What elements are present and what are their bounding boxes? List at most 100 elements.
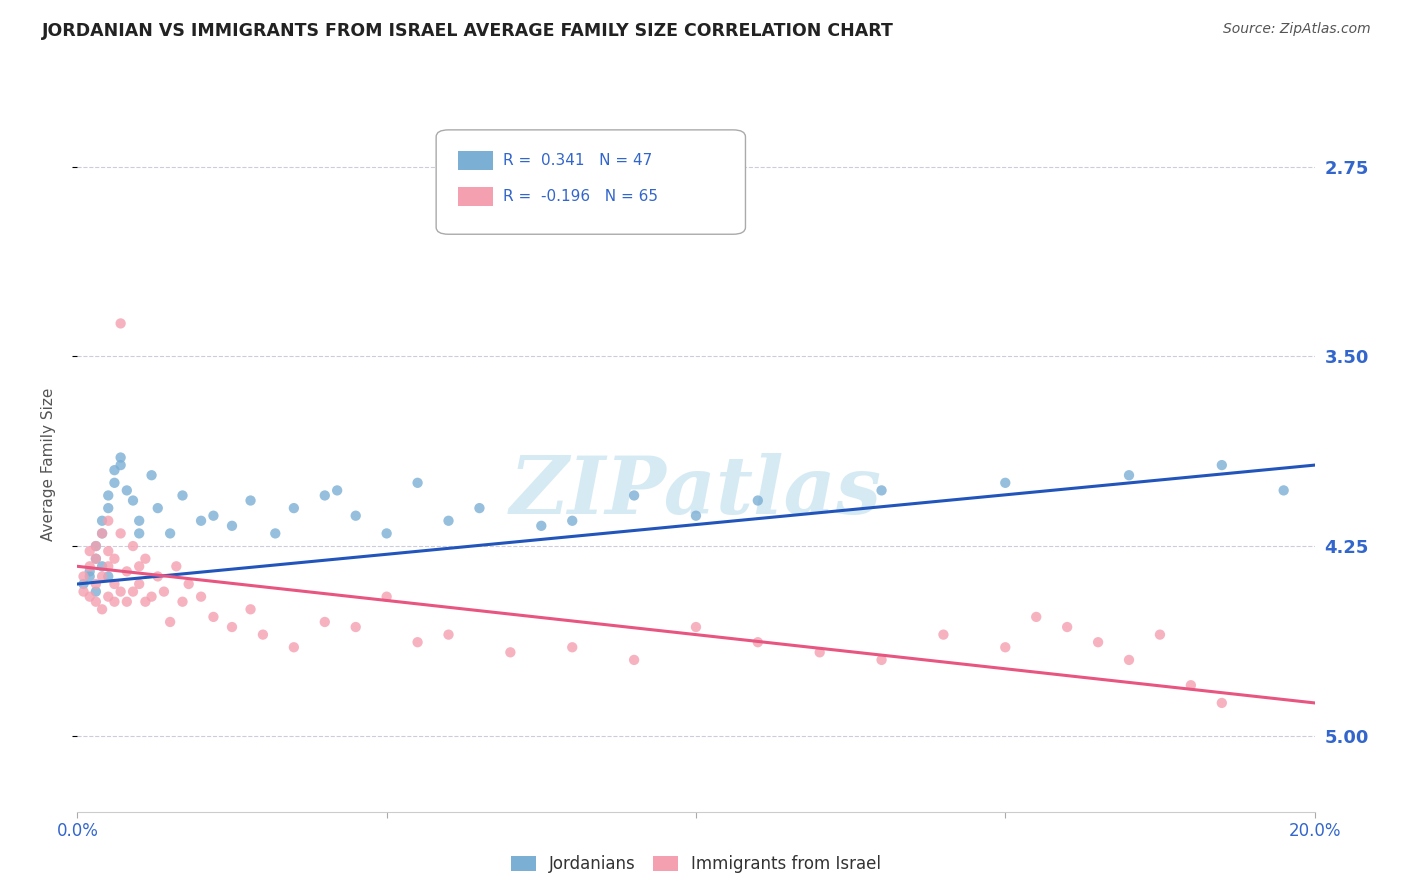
Point [84,539,107,553]
Point [103,595,125,609]
Point [91,526,114,541]
Point [1260,873,1282,888]
Point [314,488,336,502]
Point [159,615,181,629]
Point [97,590,120,604]
Point [314,615,336,629]
Point [72,569,94,583]
Point [84,584,107,599]
Point [103,577,125,591]
Point [97,514,120,528]
Point [530,518,553,533]
Point [375,526,398,541]
Point [110,458,132,472]
Point [97,488,120,502]
Point [72,584,94,599]
Legend: Jordanians, Immigrants from Israel: Jordanians, Immigrants from Israel [505,848,887,880]
Point [97,569,120,583]
Point [685,620,707,634]
Point [264,526,287,541]
Point [153,584,176,599]
Point [122,539,145,553]
Text: R =  0.341   N = 47: R = 0.341 N = 47 [503,153,652,168]
Point [1149,627,1171,641]
Point [115,595,138,609]
Point [1211,696,1233,710]
Y-axis label: Average Family Size: Average Family Size [42,387,56,541]
Point [437,514,460,528]
FancyBboxPatch shape [436,130,745,235]
Point [103,551,125,566]
Point [146,501,169,516]
Point [110,584,132,599]
Point [344,620,367,634]
Point [110,317,132,331]
Point [437,627,460,641]
Point [1272,483,1295,498]
Point [283,501,305,516]
Point [468,501,491,516]
Point [1211,458,1233,472]
Point [685,508,707,523]
Point [84,551,107,566]
Point [870,483,893,498]
Point [91,569,114,583]
Point [134,595,156,609]
Point [165,559,187,574]
Point [344,508,367,523]
Point [103,475,125,490]
Point [1025,610,1047,624]
Point [623,653,645,667]
Point [1118,468,1140,483]
Point [561,640,583,655]
Point [283,640,305,655]
Point [202,610,225,624]
Point [91,526,114,541]
Point [561,514,583,528]
Point [1180,678,1202,692]
Point [190,590,212,604]
Point [202,508,225,523]
Point [97,544,120,558]
Point [172,595,194,609]
Point [110,526,132,541]
Point [747,635,769,649]
Point [110,450,132,465]
Point [1118,653,1140,667]
Point [870,653,893,667]
Point [141,468,163,483]
Point [103,463,125,477]
Point [994,475,1017,490]
Point [623,488,645,502]
Point [97,559,120,574]
Point [499,645,522,659]
Point [84,577,107,591]
Point [134,551,156,566]
Point [1056,620,1078,634]
Bar [458,187,494,206]
Point [177,577,200,591]
Bar [458,151,494,170]
Point [91,559,114,574]
Point [115,565,138,579]
Point [128,526,150,541]
Point [79,559,101,574]
Point [239,602,262,616]
Text: R =  -0.196   N = 65: R = -0.196 N = 65 [503,189,658,204]
Text: ZIPatlas: ZIPatlas [510,453,882,531]
Point [84,595,107,609]
Point [79,590,101,604]
Point [115,483,138,498]
Point [159,526,181,541]
Point [122,493,145,508]
Point [79,569,101,583]
Point [141,590,163,604]
Point [72,577,94,591]
Point [1087,635,1109,649]
Point [375,590,398,604]
Point [932,627,955,641]
Point [91,514,114,528]
Point [221,518,243,533]
Text: JORDANIAN VS IMMIGRANTS FROM ISRAEL AVERAGE FAMILY SIZE CORRELATION CHART: JORDANIAN VS IMMIGRANTS FROM ISRAEL AVER… [42,22,894,40]
Point [808,645,831,659]
